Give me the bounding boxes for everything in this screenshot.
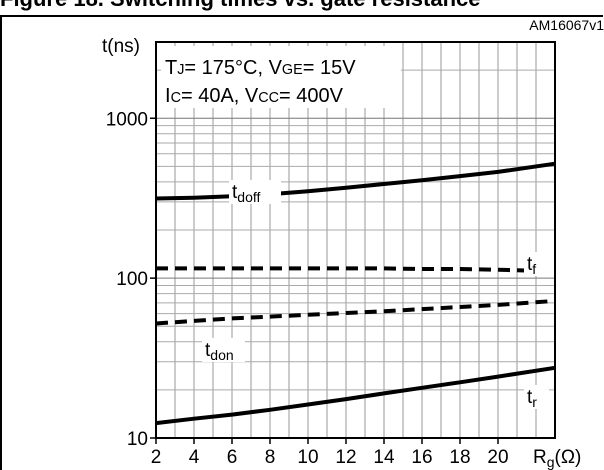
x-tick-label: 2 — [151, 447, 162, 468]
series-label-bg — [202, 338, 245, 362]
series-label-bg — [524, 385, 549, 409]
conditions-box — [161, 46, 401, 108]
series-line-tdoff — [155, 161, 556, 201]
plot-border — [155, 41, 556, 439]
x-tick-label: 10 — [297, 447, 318, 468]
y-tick-label: 1000 — [106, 109, 148, 130]
series-label-bg — [229, 180, 281, 204]
x-axis-label: Rg(Ω) — [533, 447, 581, 470]
figure-id: AM16067v1 — [529, 17, 604, 33]
x-tick-label: 14 — [373, 447, 395, 468]
x-tick-label: 6 — [227, 447, 238, 468]
figure-title: Figure 18. Switching times vs. gate resi… — [0, 0, 481, 12]
condition-line-1: TJ= 175°C, VGE= 15V — [165, 57, 356, 79]
condition-line-2: IC= 40A, VCC= 400V — [165, 85, 344, 107]
x-tick-label: 4 — [189, 447, 200, 468]
series-line-tf — [156, 266, 556, 274]
series-label-tdoff: tdoff — [232, 182, 260, 205]
series-label-tf: tf — [527, 254, 536, 277]
x-tick-label: 20 — [487, 447, 508, 468]
series-label-tdon: tdon — [205, 340, 234, 363]
y-tick-label: 100 — [116, 269, 148, 290]
series-line-tdon — [155, 298, 556, 326]
x-tick-label: 12 — [335, 447, 356, 468]
figure-frame — [0, 15, 603, 470]
x-tick-label: 8 — [265, 447, 276, 468]
x-tick-label: 18 — [449, 447, 470, 468]
x-tick-label: 16 — [411, 447, 432, 468]
y-tick-label: 10 — [127, 429, 148, 450]
series-line-tr — [155, 365, 556, 426]
series-label-tr: tr — [527, 387, 537, 410]
y-axis-label: t(ns) — [102, 36, 140, 57]
series-label-bg — [524, 252, 549, 276]
